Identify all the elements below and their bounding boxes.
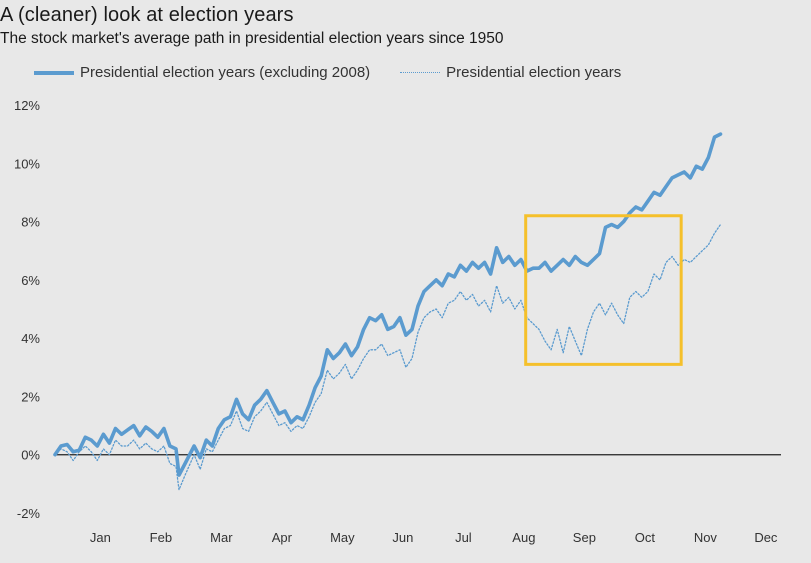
y-tick-label: 0% xyxy=(21,448,40,463)
x-tick-label: Nov xyxy=(694,530,718,545)
legend-item-all-years: Presidential election years xyxy=(400,64,621,81)
y-tick-label: 12% xyxy=(14,98,40,113)
x-tick-label: Oct xyxy=(635,530,656,545)
highlight-box xyxy=(524,214,683,366)
legend-item-excluding-2008: Presidential election years (excluding 2… xyxy=(34,64,370,81)
y-tick-label: 4% xyxy=(21,331,40,346)
y-tick-label: 2% xyxy=(21,389,40,404)
x-tick-label: Apr xyxy=(272,530,293,545)
legend-swatch-dotted xyxy=(400,72,441,73)
series-line-all-years xyxy=(54,223,722,491)
x-tick-label: Jul xyxy=(455,530,472,545)
y-tick-label: -2% xyxy=(17,506,41,521)
legend-label: Presidential election years (excluding 2… xyxy=(80,64,371,81)
legend-swatch-solid xyxy=(34,70,74,75)
legend-label: Presidential election years xyxy=(446,64,622,81)
chart-subtitle: The stock market's average path in presi… xyxy=(0,30,504,47)
x-tick-label: May xyxy=(330,530,355,545)
x-tick-label: Jun xyxy=(392,530,413,545)
chart-title: A (cleaner) look at election years xyxy=(0,4,294,26)
x-tick-label: Aug xyxy=(512,530,535,545)
x-tick-label: Dec xyxy=(754,530,778,545)
x-tick-label: Jan xyxy=(90,530,111,545)
y-tick-label: 6% xyxy=(21,273,40,288)
x-tick-label: Mar xyxy=(210,530,233,545)
x-tick-label: Sep xyxy=(573,530,596,545)
y-tick-label: 10% xyxy=(14,156,40,171)
series-line-excluding-2008 xyxy=(53,132,723,477)
x-tick-label: Feb xyxy=(150,530,172,545)
legend: Presidential election years (excluding 2… xyxy=(34,64,651,81)
y-tick-label: 8% xyxy=(21,215,40,230)
